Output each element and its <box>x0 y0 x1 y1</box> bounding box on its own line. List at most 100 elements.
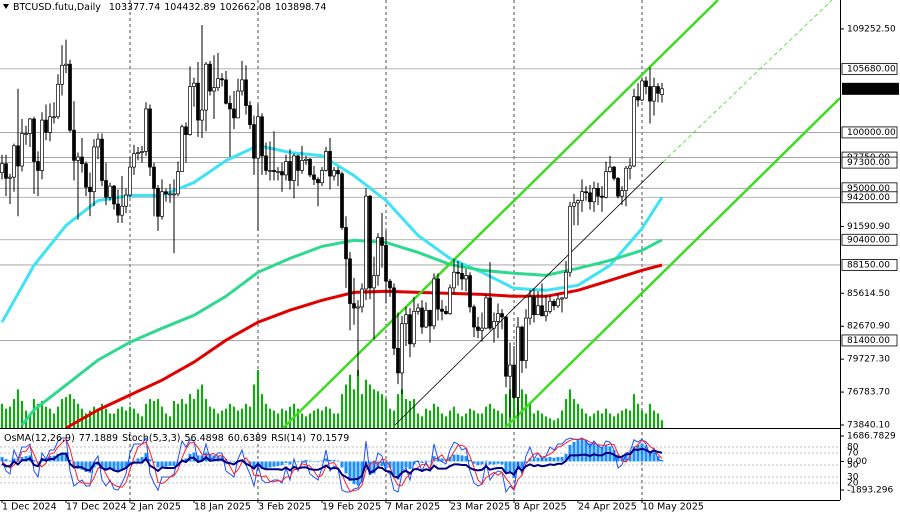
osma-bar <box>440 458 444 462</box>
osma-bar <box>148 459 152 462</box>
volume-bar <box>257 370 259 428</box>
osma-bar <box>12 458 16 462</box>
volume-bar <box>549 418 551 428</box>
candle-body <box>468 275 472 308</box>
volume-bar <box>69 394 71 428</box>
osma-bar <box>628 455 632 462</box>
osma-bar <box>160 461 164 467</box>
candle-body <box>8 176 12 179</box>
volume-bar <box>553 420 555 428</box>
osma-bar <box>584 440 588 462</box>
candle-body <box>312 174 316 180</box>
osma-bar <box>172 461 176 466</box>
candle-body <box>28 118 32 134</box>
candle-body <box>604 171 608 198</box>
volume-bar <box>329 408 331 428</box>
high-value: 104432.89 <box>164 2 215 13</box>
osma-bar <box>388 461 392 469</box>
volume-bar <box>237 410 239 428</box>
candle-body <box>540 305 544 317</box>
volume-bar <box>373 389 375 428</box>
osma-bar <box>84 461 88 473</box>
candle-body <box>592 187 596 203</box>
osma-bar <box>292 461 296 463</box>
candle-body <box>68 63 72 131</box>
candle-body <box>36 161 40 171</box>
candle-body <box>412 311 416 345</box>
candle-body <box>104 180 108 198</box>
y2-tick-label: 0.00 <box>847 457 867 467</box>
osma-bar <box>404 461 408 468</box>
y-tick-label: 109252.50 <box>847 24 896 34</box>
volume-bar <box>37 403 39 428</box>
volume-bar <box>305 416 307 428</box>
candle-body <box>380 237 384 246</box>
level-box <box>841 233 898 246</box>
candle-body <box>16 145 20 167</box>
osma-bar <box>32 459 36 462</box>
axis-layer: 1 Dec 2024 17 Dec 2024 2 Jan 2025 18 Jan 20… <box>1 500 704 513</box>
volume-bar <box>361 394 363 428</box>
volume-bar <box>253 384 255 428</box>
volume-bar <box>621 410 623 428</box>
volume-bar <box>145 403 147 428</box>
header-icon <box>3 4 9 9</box>
candle-body <box>48 116 52 133</box>
level-box <box>841 156 898 169</box>
candle-body <box>504 316 508 377</box>
x-tick-label: 7 Mar 2025 <box>386 502 440 513</box>
osma-bar <box>252 461 256 469</box>
candle-body <box>508 364 512 377</box>
osma-bar <box>592 442 596 462</box>
candle-body <box>588 192 592 203</box>
osma-bar <box>272 461 276 467</box>
volume-bar <box>185 403 187 428</box>
candle-body <box>328 151 332 177</box>
level-label: 90400.00 <box>847 235 890 245</box>
volume-bar <box>173 400 175 428</box>
osma-bar <box>408 461 412 469</box>
candle-body <box>616 177 620 197</box>
low-value: 102662.08 <box>220 2 271 13</box>
volume-bar <box>529 403 531 428</box>
volume-bar <box>41 400 43 428</box>
osma-bar <box>284 461 288 463</box>
candle-body <box>180 126 184 172</box>
osma-bar <box>324 458 328 462</box>
candle-body <box>572 202 576 207</box>
candle-body <box>456 271 460 274</box>
candle-body <box>0 163 4 174</box>
volume-bar <box>649 403 651 428</box>
volume-bar <box>197 389 199 428</box>
candle-body <box>256 116 260 159</box>
osma-bar <box>400 461 404 473</box>
osma-bar <box>24 456 28 462</box>
osma-bar <box>640 443 644 462</box>
volume-bar <box>21 400 23 428</box>
volume-bar <box>209 406 211 428</box>
candle-body <box>128 166 132 196</box>
candle-body <box>56 83 60 118</box>
x-tick-label: 1 Dec 2024 <box>2 502 57 513</box>
channel-line <box>282 0 719 428</box>
candle-body <box>384 245 388 282</box>
osma-bar <box>476 461 480 466</box>
osma-bar <box>572 441 576 462</box>
volume-bar <box>241 408 243 428</box>
volume-bar <box>629 410 631 428</box>
volume-bar <box>261 394 263 428</box>
volume-bar <box>217 413 219 428</box>
volume-layer <box>1 370 663 428</box>
osma-bar <box>132 460 136 462</box>
x-tick-label: 18 Jan 2025 <box>194 502 251 513</box>
volume-bar <box>597 410 599 428</box>
current-price: 103898.74 <box>847 84 896 94</box>
y-tick-label: 80 <box>847 443 859 453</box>
candle-body <box>556 298 560 307</box>
candle-body <box>224 79 228 104</box>
osma-bar <box>508 461 512 474</box>
volume-bar <box>433 403 435 428</box>
volume-bar <box>13 399 15 428</box>
osma-bar <box>264 461 268 469</box>
osma-bar <box>60 452 64 462</box>
